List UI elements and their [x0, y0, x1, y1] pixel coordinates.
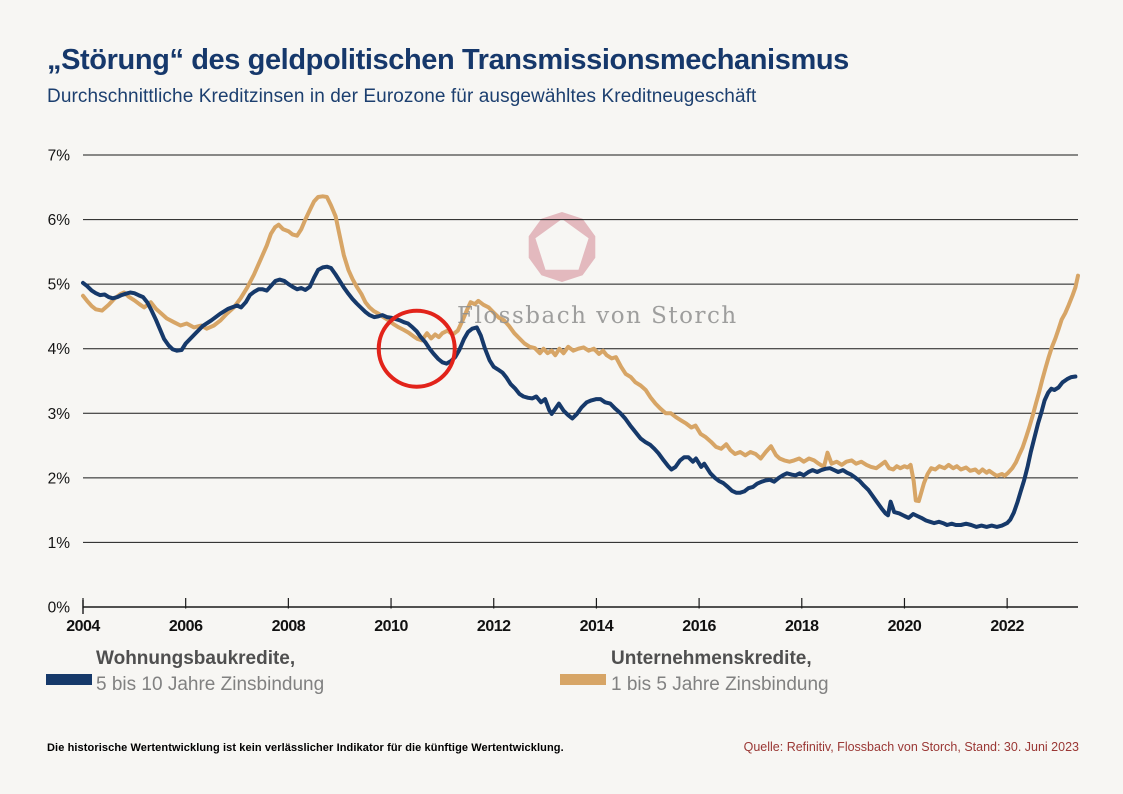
- pentagon-logo-icon: [528, 212, 596, 282]
- svg-text:2%: 2%: [48, 470, 71, 487]
- watermark-text: Flossbach von Storch: [457, 303, 738, 329]
- svg-text:2008: 2008: [272, 618, 306, 635]
- legend-label: Wohnungsbaukredite,: [96, 648, 296, 669]
- y-axis-tick-labels: 0% 1% 2% 3% 4% 5% 6% 7%: [48, 148, 71, 617]
- svg-text:1%: 1%: [48, 535, 71, 552]
- svg-text:2010: 2010: [374, 618, 408, 635]
- legend-item-wohnungsbaukredite: Wohnungsbaukredite, 5 bis 10 Jahre Zinsb…: [46, 646, 324, 698]
- svg-text:7%: 7%: [48, 148, 71, 165]
- x-axis: [82, 598, 1078, 614]
- disclaimer-text: Die historische Wertentwicklung ist kein…: [47, 742, 564, 754]
- svg-text:2020: 2020: [888, 618, 922, 635]
- legend-label: Unternehmenskredite,: [611, 648, 812, 669]
- legend-sublabel: 1 bis 5 Jahre Zinsbindung: [611, 674, 829, 695]
- svg-text:2006: 2006: [169, 618, 203, 635]
- svg-text:2012: 2012: [477, 618, 511, 635]
- legend-item-unternehmenskredite: Unternehmenskredite, 1 bis 5 Jahre Zinsb…: [560, 646, 829, 698]
- page-title: „Störung“ des geldpolitischen Transmissi…: [47, 44, 849, 76]
- svg-text:2016: 2016: [682, 618, 716, 635]
- legend-sublabel: 5 bis 10 Jahre Zinsbindung: [96, 674, 325, 695]
- svg-text:4%: 4%: [48, 341, 71, 358]
- svg-text:5%: 5%: [48, 277, 71, 294]
- svg-text:2018: 2018: [785, 618, 819, 635]
- x-axis-tick-labels: 2004 2006 2008 2010 2012 2014 2016 2018 2020 2022: [66, 618, 1025, 635]
- page-subtitle: Durchschnittliche Kreditzinsen in der Eu…: [47, 86, 757, 107]
- svg-text:3%: 3%: [48, 406, 71, 423]
- legend-swatch-icon: [46, 674, 92, 685]
- legend: Wohnungsbaukredite, 5 bis 10 Jahre Zinsb…: [0, 646, 1123, 716]
- legend-swatch-icon: [560, 674, 606, 685]
- red-circle-annotation: [376, 308, 457, 389]
- svg-text:0%: 0%: [48, 600, 71, 617]
- source-text: Quelle: Refinitiv, Flossbach von Storch,…: [743, 740, 1079, 754]
- data-series-lines: [81, 194, 1080, 529]
- svg-text:2014: 2014: [580, 618, 614, 635]
- svg-text:6%: 6%: [48, 212, 71, 229]
- svg-text:2004: 2004: [66, 618, 100, 635]
- svg-text:2022: 2022: [990, 618, 1024, 635]
